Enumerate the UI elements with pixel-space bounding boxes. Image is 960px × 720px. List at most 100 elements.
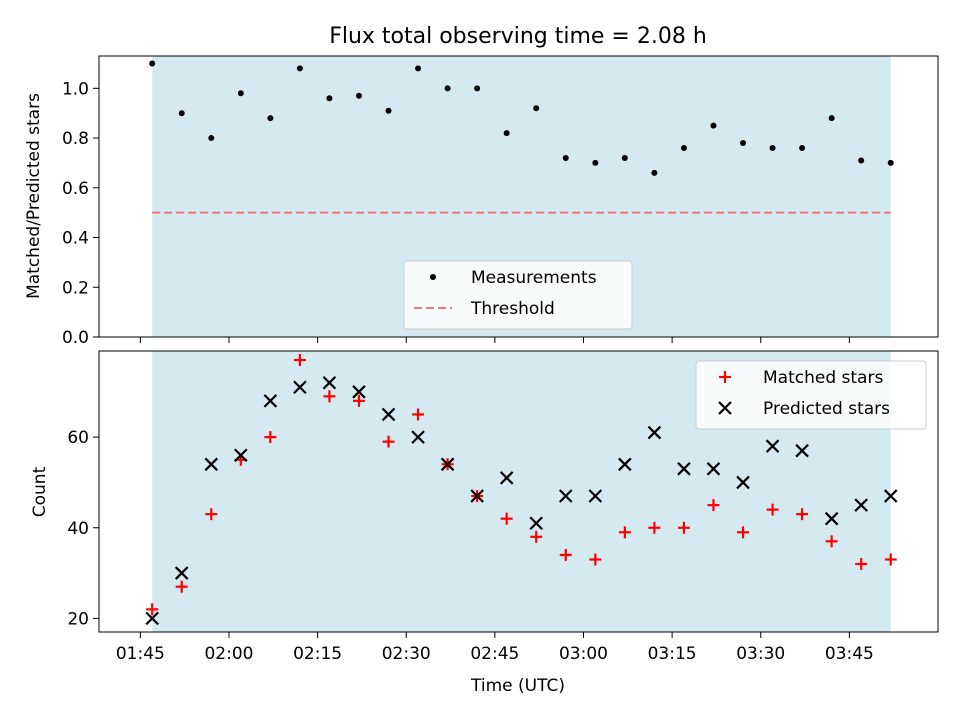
predicted-stars-point xyxy=(174,566,189,580)
predicted-stars-point-d2 xyxy=(322,375,337,390)
top-panel: 0.0 0.2 0.4 0.6 0.8 1.0 Measurements Threshold xyxy=(62,55,939,348)
predicted-stars-point xyxy=(411,430,425,444)
matched-stars-point xyxy=(264,431,277,444)
measurements-point-dot xyxy=(828,115,835,122)
measurements-point xyxy=(267,115,274,122)
measurements-point-dot xyxy=(858,157,865,164)
predicted-stars-point xyxy=(706,462,721,476)
x-axis-label: Time (UTC) xyxy=(470,676,565,696)
measurements-point xyxy=(533,105,540,112)
matched-stars-point xyxy=(589,553,602,566)
predicted-stars-point xyxy=(824,511,839,526)
measurements-point-dot xyxy=(326,95,333,102)
top-y-tick-label: 0.4 xyxy=(62,229,89,249)
matched-stars-point xyxy=(352,394,365,407)
measurements-point-dot xyxy=(267,115,274,122)
predicted-stars-point xyxy=(293,380,307,395)
bottom-y-tick-label: 60 xyxy=(67,428,89,448)
predicted-stars-point-d2 xyxy=(263,394,278,408)
predicted-stars-point xyxy=(854,498,868,512)
measurements-point xyxy=(415,65,422,72)
measurements-point xyxy=(740,140,747,147)
x-tick-label: 02:45 xyxy=(470,644,519,664)
matched-stars-point xyxy=(855,558,868,571)
measurements-point xyxy=(769,145,776,152)
predicted-stars-point xyxy=(145,611,159,626)
predicted-stars-point xyxy=(499,471,514,485)
x-tick-label: 01:45 xyxy=(116,644,165,664)
top-y-tick-label: 0.8 xyxy=(62,129,89,149)
predicted-stars-point xyxy=(322,375,337,390)
measurements-point-dot xyxy=(799,145,806,152)
matched-stars-point xyxy=(737,526,750,539)
predicted-stars-point-d2 xyxy=(558,489,573,503)
legend-label: Matched stars xyxy=(763,368,883,388)
measurements-point-dot xyxy=(592,159,599,166)
matched-stars-point xyxy=(175,580,188,593)
measurements-point-dot xyxy=(296,65,303,72)
measurements-point xyxy=(828,115,835,122)
predicted-stars-point xyxy=(352,385,366,399)
measurements-point xyxy=(326,95,333,102)
matched-stars-point xyxy=(618,526,631,539)
predicted-stars-point-d2 xyxy=(293,380,307,395)
top-y-tick-label: 0.2 xyxy=(62,278,89,298)
legend-swatch xyxy=(430,274,436,280)
bottom-legend-box xyxy=(695,360,927,430)
predicted-stars-point xyxy=(263,394,278,408)
predicted-stars-point xyxy=(440,457,455,472)
matched-stars-point xyxy=(412,408,425,421)
measurements-point xyxy=(710,122,717,129)
predicted-stars-point xyxy=(883,489,898,503)
measurements-point-dot xyxy=(149,60,156,67)
measurements-point xyxy=(444,85,451,92)
predicted-stars-point-d2 xyxy=(647,425,662,440)
predicted-stars-point-d2 xyxy=(824,511,839,526)
predicted-stars-point-d2 xyxy=(145,611,159,626)
measurements-point xyxy=(651,169,658,176)
bottom-legend: Matched stars Predicted stars xyxy=(695,360,927,430)
predicted-stars-point-d2 xyxy=(795,443,809,458)
measurements-point-dot xyxy=(444,85,451,92)
predicted-stars-point-d2 xyxy=(499,471,514,485)
predicted-stars-point xyxy=(470,489,484,503)
measurements-point xyxy=(178,110,185,117)
measurements-point-dot xyxy=(415,65,422,72)
matched-stars-point xyxy=(500,512,513,525)
matched-stars-point xyxy=(884,553,897,566)
measurements-point xyxy=(680,145,687,152)
predicted-stars-point-d2 xyxy=(470,489,484,503)
measurements-point xyxy=(799,145,806,152)
predicted-stars-point xyxy=(588,489,603,503)
measurements-point-dot xyxy=(621,154,628,161)
predicted-stars-point-d2 xyxy=(765,439,780,453)
matched-stars-point xyxy=(559,548,572,561)
predicted-stars-point-d2 xyxy=(854,498,868,512)
bottom-axes-frame xyxy=(98,350,939,633)
legend-swatch-dot xyxy=(430,274,436,280)
x-tick-label: 02:15 xyxy=(293,644,342,664)
x-tick-label: 03:00 xyxy=(559,644,608,664)
measurements-point xyxy=(296,65,303,72)
matched-stars-point xyxy=(530,530,543,543)
legend-swatch-d2 xyxy=(718,401,732,415)
predicted-stars-point-d2 xyxy=(529,516,544,531)
x-tick-label: 02:30 xyxy=(382,644,431,664)
measurements-point-dot xyxy=(680,145,687,152)
predicted-stars-point-d2 xyxy=(174,566,189,580)
measurements-point xyxy=(355,92,362,99)
measurements-point-dot xyxy=(887,159,894,166)
legend-label: Predicted stars xyxy=(763,399,890,419)
x-tick-label: 03:30 xyxy=(736,644,785,664)
legend-swatch xyxy=(718,401,732,415)
bottom-y-tick-label: 20 xyxy=(67,609,89,629)
measurements-point xyxy=(149,60,156,67)
matched-stars-point xyxy=(382,435,395,448)
bottom-y-axis-label: Count xyxy=(30,466,50,517)
measurements-point xyxy=(858,157,865,164)
predicted-stars-point xyxy=(647,425,662,440)
legend-label: Measurements xyxy=(471,268,597,288)
predicted-stars-point xyxy=(204,457,219,472)
matched-stars-point xyxy=(796,508,809,521)
measurements-point xyxy=(562,154,569,161)
